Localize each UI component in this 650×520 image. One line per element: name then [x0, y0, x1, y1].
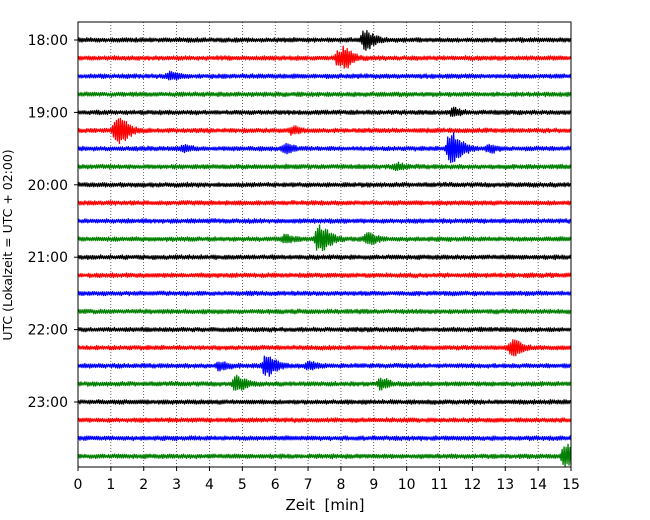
x-tick-label-15: 15 — [562, 477, 580, 493]
y-tick-label-22:00: 22:00 — [28, 323, 68, 339]
trace-2200 — [77, 326, 572, 333]
x-tick-label-6: 6 — [271, 477, 280, 493]
x-tick-label-0: 0 — [74, 477, 83, 493]
x-tick-label-12: 12 — [463, 477, 481, 493]
trace-1915 — [77, 117, 572, 145]
x-tick-label-5: 5 — [238, 477, 247, 493]
x-tick-label-11: 11 — [431, 477, 449, 493]
trace-2000 — [77, 181, 572, 188]
trace-2330 — [77, 435, 572, 442]
x-axis-ticks: 0 1 2 3 4 5 6 7 8 9 10 11 12 13 14 15 — [74, 467, 580, 493]
y-axis-ticks: 18:00 19:00 20:00 21:00 22:00 23:00 — [28, 33, 78, 411]
y-tick-label-19:00: 19:00 — [28, 105, 68, 121]
x-tick-label-9: 9 — [369, 477, 378, 493]
trace-2030 — [77, 218, 572, 225]
trace-1945 — [77, 161, 572, 172]
x-tick-label-10: 10 — [398, 477, 416, 493]
y-tick-label-20:00: 20:00 — [28, 178, 68, 194]
trace-2245 — [77, 374, 572, 391]
seismogram-traces — [77, 29, 572, 467]
y-tick-label-18:00: 18:00 — [28, 33, 68, 49]
x-tick-label-7: 7 — [304, 477, 313, 493]
trace-2100 — [77, 254, 572, 261]
x-tick-label-13: 13 — [496, 477, 514, 493]
x-tick-label-4: 4 — [205, 477, 214, 493]
y-tick-label-21:00: 21:00 — [28, 250, 68, 266]
x-tick-label-1: 1 — [106, 477, 115, 493]
trace-1900 — [77, 106, 572, 117]
trace-2215 — [77, 339, 572, 357]
x-tick-label-2: 2 — [139, 477, 148, 493]
x-tick-label-8: 8 — [336, 477, 345, 493]
y-axis-title: UTC (Lokalzeit = UTC + 02:00) — [0, 149, 15, 340]
trace-2300 — [77, 399, 572, 405]
trace-2130 — [77, 290, 572, 297]
plot-frame — [77, 21, 572, 468]
trace-1845 — [77, 91, 572, 98]
trace-2230 — [77, 355, 572, 377]
trace-1830 — [77, 70, 572, 81]
trace-1815 — [77, 45, 572, 69]
trace-2015 — [77, 199, 572, 206]
trace-1930 — [77, 132, 572, 164]
x-axis-title: Zeit [min] — [285, 496, 364, 514]
x-tick-label-3: 3 — [172, 477, 181, 493]
trace-2345 — [77, 443, 572, 467]
x-tick-label-14: 14 — [529, 477, 547, 493]
y-tick-label-23:00: 23:00 — [28, 395, 68, 411]
trace-2315 — [77, 417, 572, 424]
trace-2145 — [77, 308, 572, 315]
trace-2115 — [77, 272, 572, 279]
trace-2045 — [77, 224, 572, 252]
trace-1800 — [77, 29, 572, 51]
